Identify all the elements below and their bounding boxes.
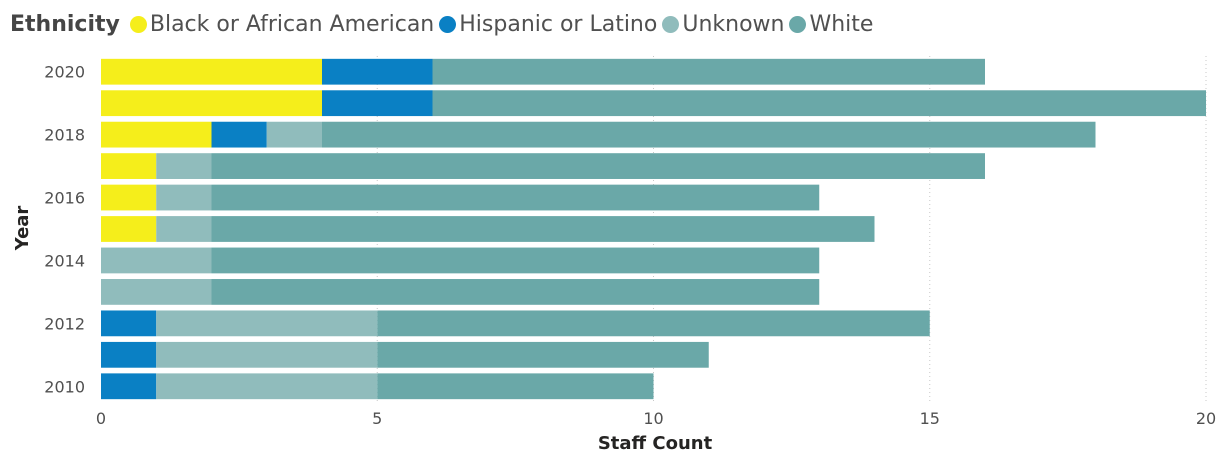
y-tick-label: 2020 [44, 63, 85, 82]
bar-segment [266, 121, 322, 148]
legend-item-unknown[interactable]: Unknown [662, 12, 784, 37]
y-tick-label: 2010 [44, 377, 85, 396]
bar-segment [101, 153, 157, 179]
bar-segment [101, 216, 157, 242]
x-tick-label: 5 [372, 409, 382, 428]
legend-label: Black or African American [149, 11, 435, 37]
bar-series [101, 58, 1206, 400]
bar-segment [156, 184, 212, 211]
bar-segment [322, 58, 433, 85]
bar-segment [322, 90, 433, 117]
legend-marker-hispanic-or-latino [439, 15, 457, 33]
bar-segment [211, 121, 267, 148]
y-tick-label: 2012 [44, 314, 85, 333]
y-tick-label: 2016 [44, 189, 85, 208]
bar-segment [211, 184, 820, 211]
x-tick-label: 0 [96, 409, 106, 428]
legend-marker-white [789, 15, 807, 33]
legend-label: Hispanic or Latino [459, 11, 658, 37]
bar-segment [156, 216, 212, 242]
bar-segment [101, 58, 322, 85]
legend-item-black-or-african-american[interactable]: Black or African American [129, 11, 435, 37]
legend-item-hispanic-or-latino[interactable]: Hispanic or Latino [439, 12, 657, 37]
y-tick-label: 2018 [44, 126, 85, 145]
bar-segment [432, 58, 985, 85]
bar-segment [101, 373, 157, 400]
bar-segment [211, 153, 985, 179]
bar-segment [156, 310, 378, 337]
legend-item-white[interactable]: White [789, 12, 873, 37]
bar-segment [377, 310, 930, 337]
y-axis-ticks: 2020 2018 2016 2014 2012 2010 [44, 63, 85, 397]
bar-segment [211, 247, 820, 274]
y-axis-title: Year [12, 206, 33, 252]
bar-segment [101, 184, 157, 211]
bar-segment [156, 153, 212, 179]
x-axis-title: Staff Count [598, 433, 713, 452]
legend-label: Unknown [682, 11, 785, 37]
x-tick-label: 20 [1196, 409, 1216, 428]
bar-segment [432, 90, 1206, 117]
bar-segment [322, 121, 1096, 148]
bar-segment [101, 121, 212, 148]
x-tick-label: 15 [920, 409, 940, 428]
legend-marker-unknown [662, 15, 680, 33]
bar-segment [211, 216, 875, 242]
bar-segment [156, 341, 378, 368]
legend-label: White [809, 11, 874, 37]
bar-segment [101, 90, 322, 117]
bar-segment [156, 373, 378, 400]
bar-segment [101, 247, 212, 274]
x-tick-label: 10 [643, 409, 663, 428]
bar-segment [101, 341, 157, 368]
legend-title: Ethnicity [10, 11, 120, 37]
y-tick-label: 2014 [44, 251, 85, 270]
bar-segment [377, 341, 709, 368]
bar-segment [377, 373, 654, 400]
x-axis-ticks: 0 5 10 15 20 [96, 409, 1216, 428]
bar-segment [101, 310, 157, 337]
legend-marker-black-or-african-american [129, 15, 147, 33]
bar-segment [101, 279, 212, 305]
bar-segment [211, 279, 820, 305]
chart-legend: Ethnicity Black or African American Hisp… [10, 6, 878, 42]
